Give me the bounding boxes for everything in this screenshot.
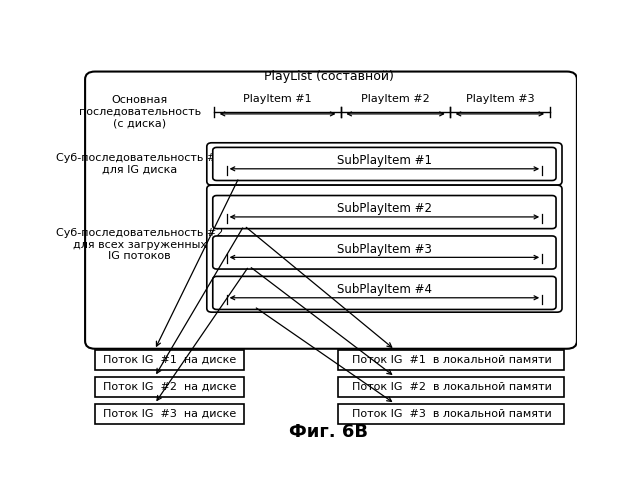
Text: Фиг. 6B: Фиг. 6B xyxy=(289,423,368,441)
Text: Поток IG  #3  в локальной памяти: Поток IG #3 в локальной памяти xyxy=(352,409,551,419)
FancyBboxPatch shape xyxy=(213,148,556,180)
Text: Суб-последовательность #2
для всех загруженных
IG потоков: Суб-последовательность #2 для всех загру… xyxy=(56,228,224,262)
Text: Основная
последовательность
(с диска): Основная последовательность (с диска) xyxy=(79,96,201,128)
Text: Поток IG  #1  в локальной памяти: Поток IG #1 в локальной памяти xyxy=(352,355,551,365)
FancyBboxPatch shape xyxy=(207,185,562,312)
Bar xyxy=(338,377,565,397)
Text: Поток IG  #3  на диске: Поток IG #3 на диске xyxy=(103,409,236,419)
Bar xyxy=(338,404,565,424)
Text: PlayItem #1: PlayItem #1 xyxy=(244,94,312,104)
Text: SubPlayItem #3: SubPlayItem #3 xyxy=(337,243,432,256)
Bar xyxy=(95,350,244,370)
Text: Поток IG  #1  на диске: Поток IG #1 на диске xyxy=(103,355,236,365)
FancyBboxPatch shape xyxy=(207,143,562,185)
Text: Суб-последовательность #1
для IG диска: Суб-последовательность #1 для IG диска xyxy=(56,153,223,175)
Text: Поток IG  #2  на диске: Поток IG #2 на диске xyxy=(103,382,237,392)
FancyBboxPatch shape xyxy=(213,276,556,310)
Text: SubPlayItem #2: SubPlayItem #2 xyxy=(337,202,432,215)
Text: SubPlayItem #1: SubPlayItem #1 xyxy=(337,154,432,168)
Text: PlayItem #2: PlayItem #2 xyxy=(361,94,430,104)
Text: PlayList (составной): PlayList (составной) xyxy=(263,70,394,82)
FancyBboxPatch shape xyxy=(213,196,556,228)
Bar xyxy=(95,377,244,397)
Text: SubPlayItem #4: SubPlayItem #4 xyxy=(337,284,432,296)
Text: Поток IG  #2  в локальной памяти: Поток IG #2 в локальной памяти xyxy=(351,382,551,392)
Bar xyxy=(95,404,244,424)
Text: PlayItem #3: PlayItem #3 xyxy=(465,94,534,104)
FancyBboxPatch shape xyxy=(85,72,577,349)
FancyBboxPatch shape xyxy=(213,236,556,269)
Bar xyxy=(338,350,565,370)
